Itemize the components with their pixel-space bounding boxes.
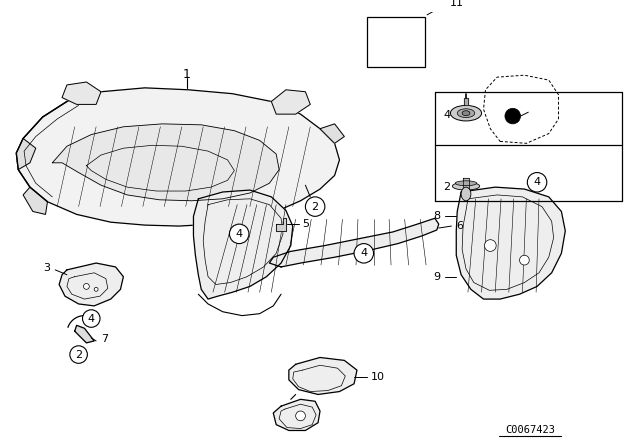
Text: 9: 9 bbox=[433, 271, 441, 282]
Text: 8: 8 bbox=[433, 211, 441, 221]
Text: 6: 6 bbox=[456, 221, 463, 231]
Polygon shape bbox=[271, 90, 310, 114]
Polygon shape bbox=[273, 399, 320, 431]
Polygon shape bbox=[75, 325, 94, 343]
Text: 4: 4 bbox=[236, 229, 243, 239]
Ellipse shape bbox=[452, 182, 479, 190]
Polygon shape bbox=[320, 124, 344, 143]
Text: 1: 1 bbox=[182, 68, 191, 81]
Circle shape bbox=[354, 244, 374, 263]
Polygon shape bbox=[23, 187, 47, 215]
Text: 11: 11 bbox=[449, 0, 463, 8]
Text: 10: 10 bbox=[371, 372, 385, 382]
Polygon shape bbox=[276, 218, 286, 231]
Ellipse shape bbox=[451, 105, 481, 121]
Circle shape bbox=[83, 310, 100, 327]
Polygon shape bbox=[269, 218, 439, 267]
Text: 2: 2 bbox=[312, 202, 319, 211]
Circle shape bbox=[230, 224, 249, 244]
Polygon shape bbox=[16, 138, 36, 170]
Polygon shape bbox=[52, 124, 279, 201]
Text: 4: 4 bbox=[443, 110, 450, 120]
Circle shape bbox=[505, 108, 520, 124]
Text: 4: 4 bbox=[360, 248, 367, 258]
Polygon shape bbox=[464, 98, 468, 105]
Ellipse shape bbox=[455, 181, 477, 185]
Polygon shape bbox=[59, 263, 124, 306]
Circle shape bbox=[83, 284, 90, 289]
Text: 4: 4 bbox=[88, 314, 95, 323]
Ellipse shape bbox=[457, 109, 475, 117]
Bar bbox=[367, 17, 425, 67]
Text: 4: 4 bbox=[534, 177, 541, 187]
Text: 2: 2 bbox=[443, 182, 450, 192]
Text: C0067423: C0067423 bbox=[505, 426, 556, 435]
Ellipse shape bbox=[462, 111, 470, 116]
Text: 2: 2 bbox=[75, 349, 82, 360]
Text: 3: 3 bbox=[44, 263, 51, 273]
Text: 5: 5 bbox=[303, 219, 310, 229]
Polygon shape bbox=[463, 178, 469, 188]
Circle shape bbox=[94, 288, 98, 291]
Circle shape bbox=[520, 255, 529, 265]
Polygon shape bbox=[62, 82, 101, 104]
Polygon shape bbox=[193, 190, 292, 299]
Polygon shape bbox=[16, 88, 339, 226]
Circle shape bbox=[296, 411, 305, 421]
Polygon shape bbox=[289, 358, 357, 395]
Text: 7: 7 bbox=[101, 334, 108, 344]
Circle shape bbox=[305, 197, 325, 216]
Polygon shape bbox=[456, 187, 565, 299]
Circle shape bbox=[484, 240, 496, 251]
Ellipse shape bbox=[461, 187, 471, 201]
Circle shape bbox=[527, 172, 547, 192]
Circle shape bbox=[70, 346, 88, 363]
